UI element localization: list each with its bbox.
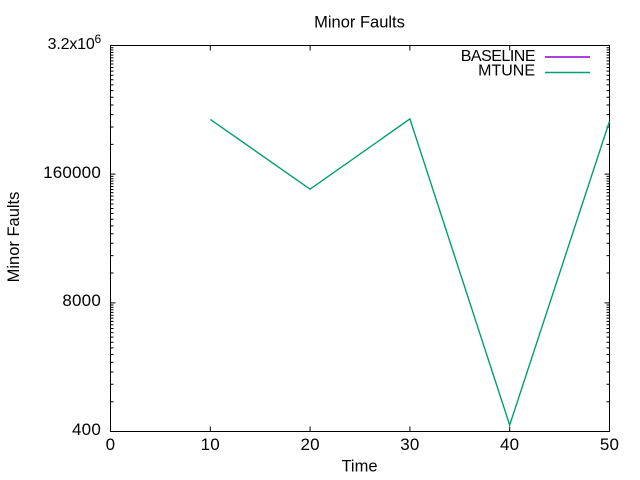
svg-text:0: 0 (106, 435, 116, 454)
svg-text:3.2x106: 3.2x106 (48, 32, 102, 53)
svg-text:Minor Faults: Minor Faults (314, 14, 405, 32)
svg-text:Time: Time (341, 458, 377, 476)
svg-text:8000: 8000 (62, 291, 101, 310)
svg-text:400: 400 (72, 420, 101, 439)
svg-text:30: 30 (400, 435, 419, 454)
svg-text:BASELINE: BASELINE (461, 48, 535, 65)
svg-text:160000: 160000 (43, 163, 101, 182)
svg-text:Minor Faults: Minor Faults (5, 192, 23, 283)
svg-text:10: 10 (201, 435, 220, 454)
svg-text:20: 20 (300, 435, 319, 454)
svg-text:50: 50 (600, 435, 619, 454)
svg-text:40: 40 (500, 435, 519, 454)
svg-text:MTUNE: MTUNE (478, 62, 535, 79)
